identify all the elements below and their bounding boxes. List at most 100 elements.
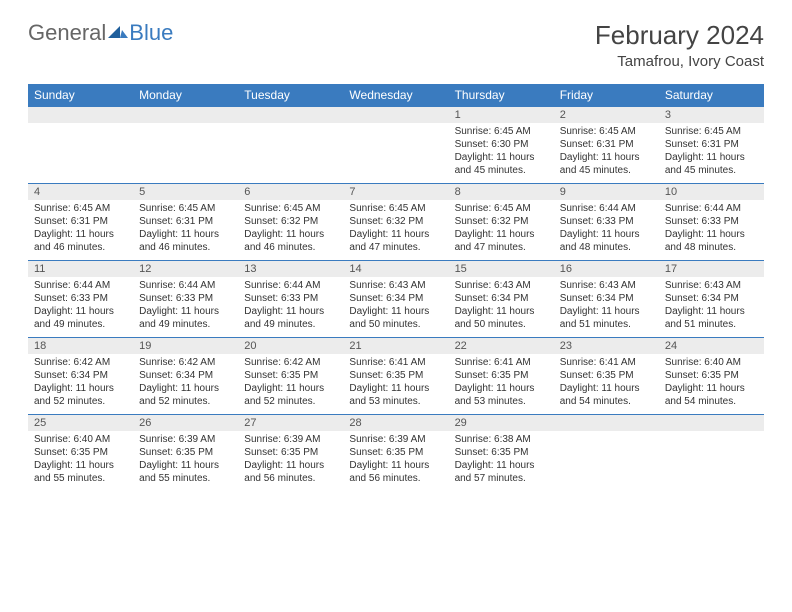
day-number: 27 <box>238 415 343 431</box>
day-cell <box>238 107 343 184</box>
day-cell: 27Sunrise: 6:39 AMSunset: 6:35 PMDayligh… <box>238 415 343 492</box>
logo-text-1: General <box>28 20 106 46</box>
day-number: 5 <box>133 184 238 200</box>
week-row: 25Sunrise: 6:40 AMSunset: 6:35 PMDayligh… <box>28 415 764 492</box>
day-details: Sunrise: 6:39 AMSunset: 6:35 PMDaylight:… <box>343 431 448 491</box>
day-cell: 8Sunrise: 6:45 AMSunset: 6:32 PMDaylight… <box>449 184 554 261</box>
day-details: Sunrise: 6:42 AMSunset: 6:34 PMDaylight:… <box>28 354 133 414</box>
dow-header: Thursday <box>449 84 554 107</box>
day-details: Sunrise: 6:45 AMSunset: 6:32 PMDaylight:… <box>238 200 343 260</box>
day-details: Sunrise: 6:43 AMSunset: 6:34 PMDaylight:… <box>449 277 554 337</box>
day-number: 28 <box>343 415 448 431</box>
day-number: 12 <box>133 261 238 277</box>
day-cell <box>28 107 133 184</box>
week-row: 11Sunrise: 6:44 AMSunset: 6:33 PMDayligh… <box>28 261 764 338</box>
day-cell: 4Sunrise: 6:45 AMSunset: 6:31 PMDaylight… <box>28 184 133 261</box>
day-number: 21 <box>343 338 448 354</box>
dow-header: Monday <box>133 84 238 107</box>
day-details: Sunrise: 6:45 AMSunset: 6:31 PMDaylight:… <box>133 200 238 260</box>
calendar-body: 1Sunrise: 6:45 AMSunset: 6:30 PMDaylight… <box>28 107 764 492</box>
location-label: Tamafrou, Ivory Coast <box>595 53 764 70</box>
day-details: Sunrise: 6:41 AMSunset: 6:35 PMDaylight:… <box>554 354 659 414</box>
day-cell: 10Sunrise: 6:44 AMSunset: 6:33 PMDayligh… <box>659 184 764 261</box>
day-cell: 3Sunrise: 6:45 AMSunset: 6:31 PMDaylight… <box>659 107 764 184</box>
week-row: 4Sunrise: 6:45 AMSunset: 6:31 PMDaylight… <box>28 184 764 261</box>
calendar-table: SundayMondayTuesdayWednesdayThursdayFrid… <box>28 84 764 491</box>
day-number: 18 <box>28 338 133 354</box>
dow-header: Sunday <box>28 84 133 107</box>
day-cell: 28Sunrise: 6:39 AMSunset: 6:35 PMDayligh… <box>343 415 448 492</box>
dow-header: Saturday <box>659 84 764 107</box>
day-number: 15 <box>449 261 554 277</box>
day-cell <box>133 107 238 184</box>
title-block: February 2024 Tamafrou, Ivory Coast <box>595 20 764 70</box>
day-number: 26 <box>133 415 238 431</box>
day-number: 22 <box>449 338 554 354</box>
day-details: Sunrise: 6:42 AMSunset: 6:34 PMDaylight:… <box>133 354 238 414</box>
logo: General Blue <box>28 20 173 46</box>
day-cell: 1Sunrise: 6:45 AMSunset: 6:30 PMDaylight… <box>449 107 554 184</box>
day-number: 8 <box>449 184 554 200</box>
day-number: 16 <box>554 261 659 277</box>
day-cell: 23Sunrise: 6:41 AMSunset: 6:35 PMDayligh… <box>554 338 659 415</box>
day-cell: 26Sunrise: 6:39 AMSunset: 6:35 PMDayligh… <box>133 415 238 492</box>
day-number: 25 <box>28 415 133 431</box>
day-details: Sunrise: 6:45 AMSunset: 6:31 PMDaylight:… <box>28 200 133 260</box>
day-number: 19 <box>133 338 238 354</box>
day-cell: 14Sunrise: 6:43 AMSunset: 6:34 PMDayligh… <box>343 261 448 338</box>
day-details: Sunrise: 6:40 AMSunset: 6:35 PMDaylight:… <box>659 354 764 414</box>
day-details: Sunrise: 6:45 AMSunset: 6:32 PMDaylight:… <box>449 200 554 260</box>
day-number: 29 <box>449 415 554 431</box>
day-details: Sunrise: 6:43 AMSunset: 6:34 PMDaylight:… <box>659 277 764 337</box>
day-number: 1 <box>449 107 554 123</box>
logo-icon <box>108 20 128 46</box>
day-details: Sunrise: 6:45 AMSunset: 6:31 PMDaylight:… <box>659 123 764 183</box>
day-number: 7 <box>343 184 448 200</box>
day-number: 2 <box>554 107 659 123</box>
day-details: Sunrise: 6:40 AMSunset: 6:35 PMDaylight:… <box>28 431 133 491</box>
day-cell: 11Sunrise: 6:44 AMSunset: 6:33 PMDayligh… <box>28 261 133 338</box>
day-cell: 12Sunrise: 6:44 AMSunset: 6:33 PMDayligh… <box>133 261 238 338</box>
day-number: 13 <box>238 261 343 277</box>
day-cell: 29Sunrise: 6:38 AMSunset: 6:35 PMDayligh… <box>449 415 554 492</box>
day-number: 14 <box>343 261 448 277</box>
week-row: 1Sunrise: 6:45 AMSunset: 6:30 PMDaylight… <box>28 107 764 184</box>
day-number: 10 <box>659 184 764 200</box>
day-details: Sunrise: 6:39 AMSunset: 6:35 PMDaylight:… <box>238 431 343 491</box>
day-cell: 16Sunrise: 6:43 AMSunset: 6:34 PMDayligh… <box>554 261 659 338</box>
day-cell: 7Sunrise: 6:45 AMSunset: 6:32 PMDaylight… <box>343 184 448 261</box>
day-cell: 13Sunrise: 6:44 AMSunset: 6:33 PMDayligh… <box>238 261 343 338</box>
day-number: 4 <box>28 184 133 200</box>
day-cell <box>659 415 764 492</box>
day-cell <box>343 107 448 184</box>
day-cell: 9Sunrise: 6:44 AMSunset: 6:33 PMDaylight… <box>554 184 659 261</box>
day-number: 6 <box>238 184 343 200</box>
day-cell: 6Sunrise: 6:45 AMSunset: 6:32 PMDaylight… <box>238 184 343 261</box>
day-cell: 15Sunrise: 6:43 AMSunset: 6:34 PMDayligh… <box>449 261 554 338</box>
day-cell: 21Sunrise: 6:41 AMSunset: 6:35 PMDayligh… <box>343 338 448 415</box>
page-title: February 2024 <box>595 20 764 51</box>
day-number: 9 <box>554 184 659 200</box>
day-cell: 20Sunrise: 6:42 AMSunset: 6:35 PMDayligh… <box>238 338 343 415</box>
day-details: Sunrise: 6:43 AMSunset: 6:34 PMDaylight:… <box>343 277 448 337</box>
dow-header: Wednesday <box>343 84 448 107</box>
day-cell: 24Sunrise: 6:40 AMSunset: 6:35 PMDayligh… <box>659 338 764 415</box>
day-details: Sunrise: 6:45 AMSunset: 6:31 PMDaylight:… <box>554 123 659 183</box>
day-cell: 2Sunrise: 6:45 AMSunset: 6:31 PMDaylight… <box>554 107 659 184</box>
day-details: Sunrise: 6:41 AMSunset: 6:35 PMDaylight:… <box>343 354 448 414</box>
day-details: Sunrise: 6:45 AMSunset: 6:32 PMDaylight:… <box>343 200 448 260</box>
day-cell: 22Sunrise: 6:41 AMSunset: 6:35 PMDayligh… <box>449 338 554 415</box>
day-details: Sunrise: 6:44 AMSunset: 6:33 PMDaylight:… <box>554 200 659 260</box>
day-number: 3 <box>659 107 764 123</box>
header: General Blue February 2024 Tamafrou, Ivo… <box>28 20 764 70</box>
day-details: Sunrise: 6:44 AMSunset: 6:33 PMDaylight:… <box>133 277 238 337</box>
day-cell: 18Sunrise: 6:42 AMSunset: 6:34 PMDayligh… <box>28 338 133 415</box>
day-of-week-row: SundayMondayTuesdayWednesdayThursdayFrid… <box>28 84 764 107</box>
day-number: 20 <box>238 338 343 354</box>
dow-header: Tuesday <box>238 84 343 107</box>
day-details: Sunrise: 6:39 AMSunset: 6:35 PMDaylight:… <box>133 431 238 491</box>
day-details: Sunrise: 6:42 AMSunset: 6:35 PMDaylight:… <box>238 354 343 414</box>
day-cell: 25Sunrise: 6:40 AMSunset: 6:35 PMDayligh… <box>28 415 133 492</box>
day-number: 17 <box>659 261 764 277</box>
day-details: Sunrise: 6:38 AMSunset: 6:35 PMDaylight:… <box>449 431 554 491</box>
